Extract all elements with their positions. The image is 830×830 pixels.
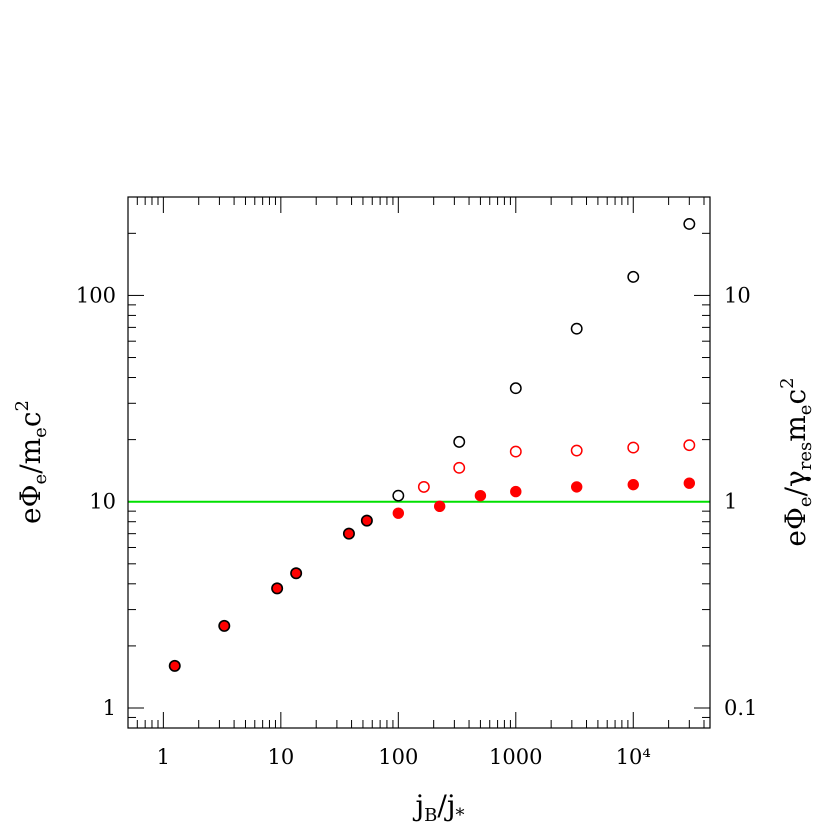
data-point-series-4	[474, 489, 487, 502]
y-axis-label: eΦe/mec2	[12, 400, 51, 524]
data-point-series-3	[218, 619, 231, 632]
x-tick-label: 10⁴	[616, 745, 651, 769]
data-point-series-4	[627, 478, 639, 491]
data-point-series-1	[570, 322, 583, 335]
right-y-tick-label: 0.1	[724, 696, 757, 720]
data-point-series-1	[392, 489, 405, 502]
data-point-series-2	[627, 441, 640, 454]
data-points	[168, 218, 696, 672]
y-tick-label: 100	[76, 283, 116, 307]
data-point-series-2	[453, 461, 466, 474]
data-point-series-3	[290, 567, 303, 580]
data-point-series-4	[683, 477, 696, 489]
x-tick-label: 1	[157, 745, 170, 769]
data-point-series-2	[570, 444, 583, 457]
data-point-series-4	[571, 481, 583, 493]
data-point-series-3	[271, 582, 284, 595]
data-point-series-1	[509, 382, 522, 395]
data-point-series-2	[417, 480, 430, 493]
data-point-series-3	[360, 514, 373, 527]
x-tick-label: 1000	[489, 745, 542, 769]
y-tick-label: 10	[89, 490, 116, 514]
data-point-series-4	[510, 485, 522, 498]
x-tick-label: 10	[267, 745, 294, 769]
right-y-axis-label: eΦe/γresmec2	[777, 377, 816, 546]
data-point-series-1	[683, 218, 696, 230]
right-y-tick-label: 10	[724, 283, 751, 307]
data-point-series-3	[342, 527, 355, 540]
ticks	[127, 196, 710, 729]
data-point-series-4	[433, 500, 446, 513]
y-tick-label: 1	[103, 696, 116, 720]
tick-labels: 1 10 100 1000 10⁴ 1 10 100 0.1 1 10	[76, 283, 758, 769]
data-point-series-4	[392, 507, 405, 519]
data-point-series-1	[627, 270, 640, 283]
data-point-series-2	[683, 439, 696, 452]
data-point-series-1	[453, 435, 466, 448]
x-tick-label: 100	[378, 745, 418, 769]
x-axis-label: jB/j*	[412, 789, 464, 826]
plot-frame	[127, 196, 711, 729]
data-point-series-3	[168, 659, 181, 672]
right-y-tick-label: 1	[724, 490, 737, 514]
data-point-series-2	[509, 445, 522, 458]
